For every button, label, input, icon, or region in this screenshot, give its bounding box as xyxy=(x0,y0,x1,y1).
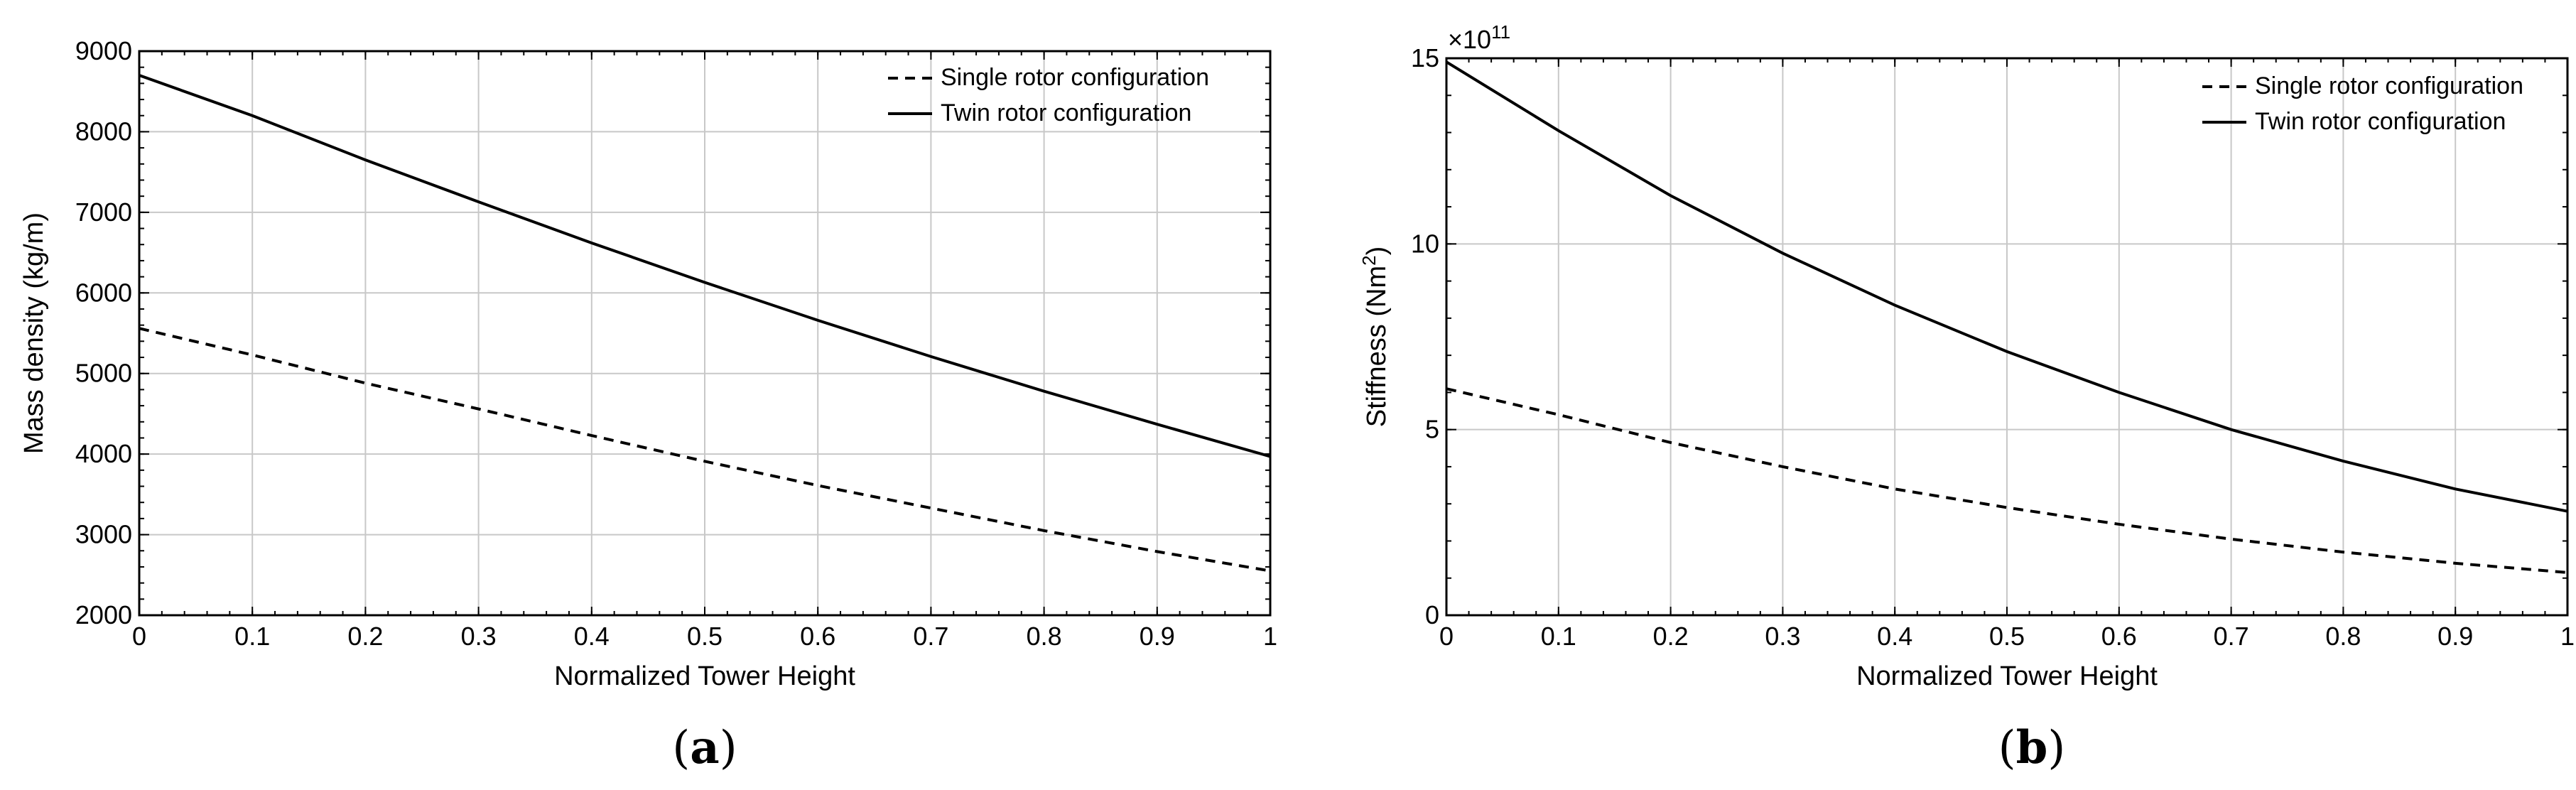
x-tick-label: 0.7 xyxy=(2214,622,2249,651)
y-axis-label: Mass density (kg/m) xyxy=(19,212,49,454)
x-tick-label: 0.5 xyxy=(1989,622,2025,651)
x-tick-label: 0.3 xyxy=(1765,622,1800,651)
x-tick-label: 0.6 xyxy=(2101,622,2137,651)
legend-entry-label: Single rotor configuration xyxy=(2255,72,2523,99)
x-tick-label: 0 xyxy=(132,622,146,651)
legend-entry-label: Single rotor configuration xyxy=(941,64,1209,91)
x-tick-label: 0.5 xyxy=(687,622,723,651)
panel-label: (a) xyxy=(672,721,737,774)
y-tick-label: 5000 xyxy=(75,359,132,388)
x-axis-label: Normalized Tower Height xyxy=(1856,661,2158,691)
panel-label: (b) xyxy=(1998,721,2066,774)
x-tick-label: 0.3 xyxy=(461,622,497,651)
y-tick-label: 9000 xyxy=(75,36,132,65)
y-tick-label: 7000 xyxy=(75,198,132,227)
x-tick-label: 0.6 xyxy=(800,622,835,651)
x-tick-label: 0.8 xyxy=(1027,622,1062,651)
panel-b-stiffness-chart: 0 0.1 0.2 0.3 0.4 0.5 0.6 0.7 0.8 0.9 1051015Singl… xyxy=(1358,21,2575,774)
x-tick-label: 0.1 xyxy=(234,622,270,651)
y-tick-label: 6000 xyxy=(75,278,132,307)
plot-frame xyxy=(1445,57,2569,617)
plot-frame xyxy=(138,50,1272,617)
twin-rotor-series-line xyxy=(139,74,1271,458)
x-tick-label: 0.2 xyxy=(1653,622,1689,651)
x-tick-label: 0.2 xyxy=(347,622,383,651)
x-tick-label: 1 xyxy=(1263,622,1277,651)
y-tick-label: 4000 xyxy=(75,439,132,468)
x-tick-label: 0.9 xyxy=(2437,622,2473,651)
x-tick-label: 0.1 xyxy=(1541,622,1576,651)
x-tick-label: 0.4 xyxy=(1877,622,1912,651)
x-tick-label: 0.4 xyxy=(574,622,610,651)
legend-entry-label: Twin rotor configuration xyxy=(2255,108,2506,135)
x-axis-label: Normalized Tower Height xyxy=(554,661,855,691)
legend-entry-label: Twin rotor configuration xyxy=(941,99,1191,126)
single-rotor-series-line xyxy=(139,327,1271,573)
twin-rotor-series-line xyxy=(1445,60,2568,513)
y-tick-label: 8000 xyxy=(75,117,132,146)
x-tick-label: 0.8 xyxy=(2325,622,2361,651)
axis-exponent-multiplier: ×1011 xyxy=(1448,21,1510,54)
x-tick-label: 0.9 xyxy=(1140,622,1175,651)
x-tick-label: 0 xyxy=(1439,622,1454,651)
x-tick-label: 0.7 xyxy=(913,622,948,651)
y-tick-label: 2000 xyxy=(75,600,132,629)
single-rotor-series-line xyxy=(1446,387,2568,574)
y-tick-label: 0 xyxy=(1425,600,1439,629)
panel-a-mass-density-chart: 0 0.1 0.2 0.3 0.4 0.5 0.6 0.7 0.8 0.9 1 2000 3000 400… xyxy=(19,36,1277,774)
x-tick-label: 1 xyxy=(2560,622,2575,651)
y-tick-label: 3000 xyxy=(75,520,132,549)
y-axis-label: Stiffness (Nm2) xyxy=(1358,247,1392,427)
y-tick-label: 15 xyxy=(1411,43,1439,72)
y-tick-label: 10 xyxy=(1411,229,1439,258)
y-tick-label: 5 xyxy=(1425,415,1439,444)
